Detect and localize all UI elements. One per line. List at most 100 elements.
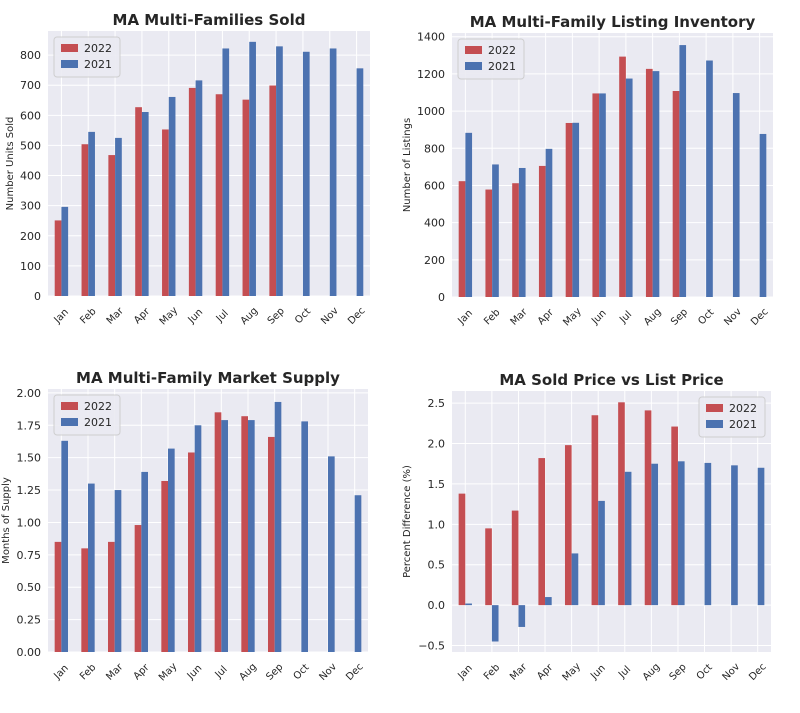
x-tick-label: Mar <box>104 661 126 683</box>
y-tick-label: 800 <box>20 49 41 62</box>
x-tick-label: May <box>561 661 583 683</box>
x-tick-label: Oct <box>292 662 312 682</box>
legend-swatch-2022 <box>465 46 482 54</box>
bar-2022-apr <box>134 525 142 652</box>
legend-swatch-2022 <box>706 404 723 412</box>
bar-2021-aug <box>249 41 256 296</box>
bar-2021-jun <box>598 500 605 606</box>
x-tick-label: Nov <box>317 661 339 683</box>
bar-2022-apr <box>538 165 546 297</box>
bar-2021-jul <box>221 420 228 652</box>
y-tick-label: 1.0 <box>428 518 446 531</box>
x-tick-label: Oct <box>293 306 313 326</box>
chart-panel-1: 0 100 200 300 400 500 600 700 800 Jan Feb Mar Apr May… <box>5 11 370 327</box>
legend-swatch-2021 <box>465 62 482 70</box>
bar-2021-jul <box>625 78 633 298</box>
bar-2022-jul <box>215 94 223 296</box>
bar-2021-nov <box>732 93 740 297</box>
bar-2021-sep <box>677 461 685 606</box>
bar-2022-feb <box>485 528 492 606</box>
y-tick-label: 200 <box>424 254 445 267</box>
y-tick-label: 200 <box>20 230 41 243</box>
bar-2021-dec <box>757 467 765 606</box>
bar-2021-may <box>168 96 176 297</box>
bar-2022-may <box>565 122 573 298</box>
x-tick-label: Feb <box>78 306 98 326</box>
legend-label-2021: 2021 <box>488 60 516 73</box>
x-tick-label: Mar <box>509 306 531 328</box>
y-tick-label: 600 <box>20 109 41 122</box>
x-tick-label: Oct <box>696 307 716 327</box>
x-tick-label: Aug <box>237 661 259 683</box>
bar-2021-feb <box>491 605 499 642</box>
bar-2022-feb <box>81 144 89 296</box>
bar-2021-apr <box>545 597 552 606</box>
x-tick-label: Nov <box>722 306 744 328</box>
y-axis-label: Number of Listings <box>402 118 413 212</box>
bar-2022-may <box>564 445 572 606</box>
y-tick-label: 1400 <box>417 31 445 44</box>
x-tick-label: Jun <box>588 663 608 683</box>
y-tick-label: 1.00 <box>17 516 42 529</box>
bar-2022-jun <box>591 415 599 606</box>
bar-2022-jul <box>214 412 222 652</box>
x-tick-label: Sep <box>264 662 285 683</box>
bar-2022-jan <box>458 181 466 297</box>
y-tick-label: 400 <box>20 170 41 183</box>
x-tick-label: Jan <box>52 663 71 682</box>
bar-2022-sep <box>269 85 277 297</box>
x-tick-label: Jan <box>456 308 475 327</box>
x-tick-label: Aug <box>239 305 261 327</box>
y-tick-label: 400 <box>424 217 445 230</box>
legend-swatch-2022 <box>61 44 78 52</box>
bar-2022-apr <box>135 107 142 296</box>
bar-2021-jan <box>61 206 69 296</box>
bar-2022-feb <box>81 548 88 652</box>
x-tick-label: Feb <box>482 307 502 327</box>
bar-2022-aug <box>241 416 248 652</box>
x-tick-label: Jul <box>213 664 230 681</box>
y-tick-label: 0.0 <box>428 599 446 612</box>
bar-2021-sep <box>274 401 282 652</box>
y-tick-label: 1000 <box>417 105 445 118</box>
x-tick-label: Sep <box>266 306 287 327</box>
chart-title: MA Multi-Family Market Supply <box>76 369 340 387</box>
bar-2021-oct <box>706 60 713 298</box>
y-tick-label: 2.5 <box>428 397 446 410</box>
bar-2021-oct <box>302 51 310 296</box>
y-tick-label: 0.75 <box>17 549 42 562</box>
y-tick-label: 700 <box>20 79 41 92</box>
bar-2022-sep <box>671 426 678 606</box>
chart-panel-2: 0 200 400 600 800 1000 1200 1400 Jan Feb Mar Apr May… <box>402 13 773 328</box>
legend-swatch-2021 <box>706 420 723 428</box>
bar-2021-dec <box>356 68 364 296</box>
bar-2022-aug <box>242 99 250 296</box>
bar-2022-may <box>162 129 169 296</box>
bar-2022-jan <box>54 220 62 296</box>
y-tick-label: 0.50 <box>17 581 42 594</box>
bar-2021-jan <box>465 132 473 297</box>
x-tick-label: Feb <box>78 662 98 682</box>
bar-2021-apr <box>141 471 148 652</box>
legend-label-2021: 2021 <box>729 418 757 431</box>
x-tick-label: May <box>561 306 583 328</box>
bar-2021-apr <box>141 112 149 297</box>
x-tick-label: Jul <box>214 308 231 325</box>
chart-panel-3: 0.00 0.25 0.50 0.75 1.00 1.25 1.50 1.75 2.00 Jan F… <box>1 369 368 683</box>
y-tick-label: 1.25 <box>17 484 42 497</box>
legend-label-2022: 2022 <box>488 44 516 57</box>
x-tick-label: Oct <box>695 662 715 682</box>
y-axis-label: Number Units Sold <box>5 117 16 211</box>
x-tick-label: Jun <box>186 307 206 327</box>
bar-2022-sep <box>268 436 275 652</box>
bar-2021-dec <box>354 495 362 652</box>
bar-2022-mar <box>511 510 519 606</box>
x-tick-label: Apr <box>536 307 557 328</box>
bar-2021-oct <box>301 421 308 652</box>
x-tick-label: Apr <box>535 662 556 683</box>
bar-2021-aug <box>652 71 660 298</box>
x-tick-label: Dec <box>344 661 365 682</box>
x-tick-label: May <box>157 661 179 683</box>
bar-2022-apr <box>538 458 546 606</box>
